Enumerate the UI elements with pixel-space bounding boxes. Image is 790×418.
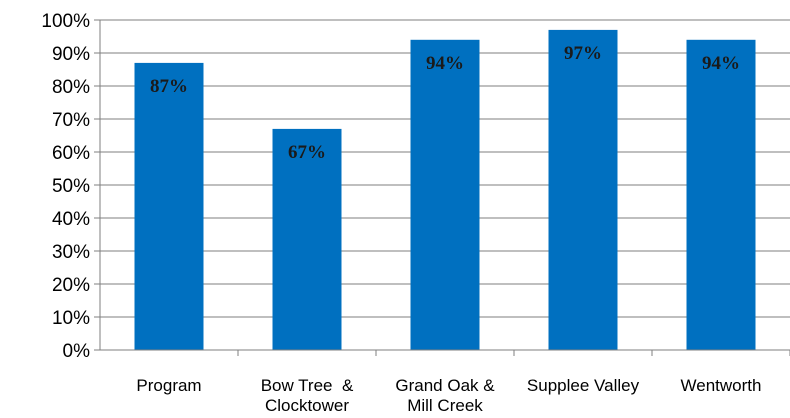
bar [272, 128, 342, 350]
y-tick-label: 10% [52, 308, 90, 329]
y-tick-label: 40% [52, 209, 90, 230]
x-axis-ticks: Program Bow Tree &Clocktower Grand Oak &Mi… [136, 376, 761, 415]
bar [410, 39, 480, 351]
y-tick-label: 50% [52, 176, 90, 197]
y-tick-label: 80% [52, 77, 90, 98]
y-tick-label: 90% [52, 44, 90, 65]
y-tick-label: 100% [41, 11, 90, 32]
bars [134, 29, 756, 351]
y-axis-ticks: 0% 10% 20% 30% 40% 50% 60% 70% 80% 90% 100% [41, 11, 90, 362]
data-labels: 87% 67% 94% 97% 94% [150, 43, 740, 163]
axes [94, 19, 790, 356]
bar [134, 62, 204, 351]
data-label: 94% [426, 53, 464, 74]
y-tick-label: 70% [52, 110, 90, 131]
data-label: 67% [288, 142, 326, 163]
x-tick-label: Bow Tree & [261, 376, 354, 395]
x-tick-label: Mill Creek [407, 396, 483, 415]
data-label: 97% [564, 43, 602, 64]
y-tick-label: 60% [52, 143, 90, 164]
x-tick-label: Clocktower [265, 396, 349, 415]
bar [686, 39, 756, 351]
data-label: 94% [702, 53, 740, 74]
x-tick-label: Program [136, 376, 201, 395]
data-label: 87% [150, 76, 188, 97]
y-tick-label: 30% [52, 242, 90, 263]
bar [548, 29, 618, 351]
x-tick-label: Wentworth [681, 376, 762, 395]
y-tick-label: 20% [52, 275, 90, 296]
y-tick-label: 0% [63, 341, 91, 362]
x-tick-label: Grand Oak & [395, 376, 495, 395]
x-tick-label: Supplee Valley [527, 376, 640, 395]
